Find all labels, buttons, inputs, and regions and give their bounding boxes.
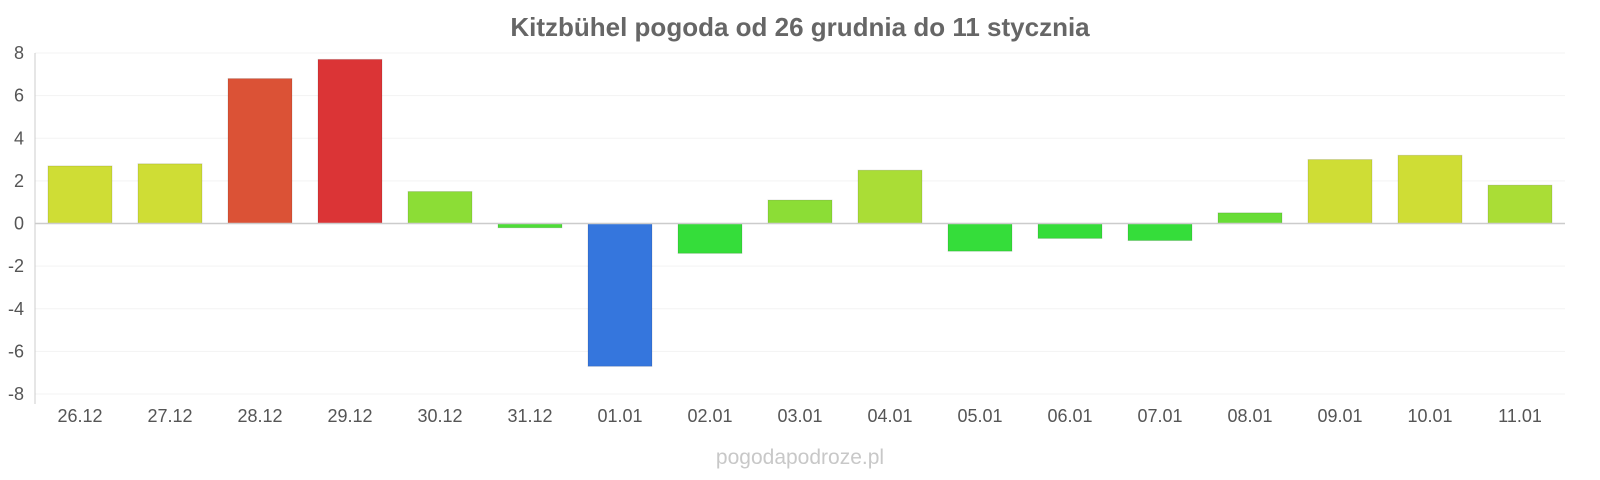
bar-11.01 <box>1487 184 1553 224</box>
x-tick-label: 01.01 <box>597 406 642 426</box>
x-tick-label: 10.01 <box>1407 406 1452 426</box>
watermark: pogodapodroze.pl <box>716 446 884 469</box>
bar-05.01 <box>947 223 1013 252</box>
bars <box>47 58 1553 367</box>
bar-09.01 <box>1307 159 1373 224</box>
bar-06.01 <box>1037 223 1103 239</box>
y-tick-label: -8 <box>8 384 24 404</box>
bar-27.12 <box>137 163 203 224</box>
x-tick-label: 02.01 <box>687 406 732 426</box>
x-tick-label: 30.12 <box>417 406 462 426</box>
x-tick-label: 08.01 <box>1227 406 1272 426</box>
x-axis: 26.12 27.12 28.12 29.12 30.12 31.12 01.01 02.01… <box>35 222 1565 426</box>
y-tick-label: -6 <box>8 341 24 361</box>
x-tick-label: 29.12 <box>327 406 372 426</box>
bar-26.12 <box>47 165 113 225</box>
bar-07.01 <box>1127 223 1193 242</box>
bar-29.12 <box>317 58 383 224</box>
x-tick-label: 31.12 <box>507 406 552 426</box>
bar-10.01 <box>1397 154 1463 224</box>
x-tick-label: 07.01 <box>1137 406 1182 426</box>
x-tick-label: 11.01 <box>1498 406 1542 426</box>
y-tick-label: 4 <box>14 128 24 148</box>
y-tick-label: 0 <box>14 214 24 234</box>
y-tick-label: 2 <box>14 171 24 191</box>
y-axis: 8 6 4 2 0 -2 -4 -6 -8 <box>8 43 36 404</box>
bar-02.01 <box>677 223 743 254</box>
x-tick-label: 03.01 <box>777 406 822 426</box>
x-tick-label: 26.12 <box>57 406 102 426</box>
x-tick-label: 28.12 <box>237 406 282 426</box>
bar-28.12 <box>227 78 293 224</box>
x-tick-label: 09.01 <box>1317 406 1362 426</box>
x-tick-label: 06.01 <box>1047 406 1092 426</box>
x-tick-label: 04.01 <box>867 406 912 426</box>
y-tick-label: -2 <box>8 256 24 276</box>
bar-04.01 <box>857 169 923 224</box>
bar-30.12 <box>407 191 473 224</box>
bar-08.01 <box>1217 212 1283 224</box>
y-tick-label: -4 <box>8 299 24 319</box>
x-tick-label: 05.01 <box>957 406 1002 426</box>
x-tick-label: 27.12 <box>147 406 192 426</box>
bar-01.01 <box>587 223 653 367</box>
y-tick-label: 6 <box>14 86 24 106</box>
y-tick-label: 8 <box>14 43 24 63</box>
chart-title: Kitzbühel pogoda od 26 grudnia do 11 sty… <box>510 12 1090 42</box>
bar-03.01 <box>767 199 833 224</box>
